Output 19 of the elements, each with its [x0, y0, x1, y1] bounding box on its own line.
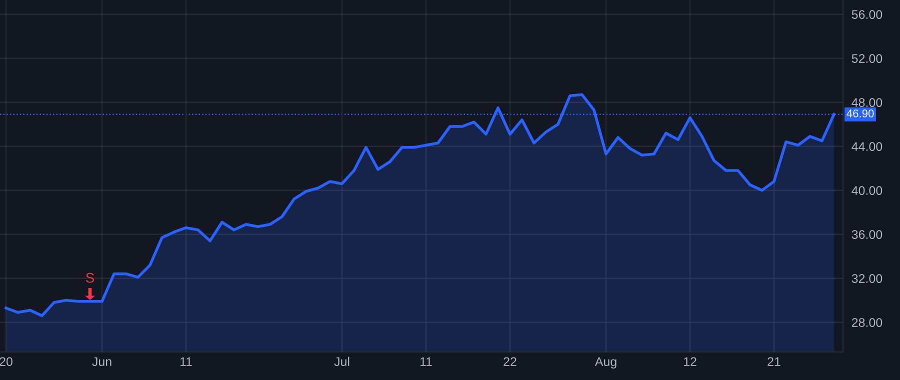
x-tick-label: 11 [420, 357, 432, 366]
x-tick-label: 11 [180, 357, 192, 366]
x-tick-label: 20 [0, 357, 12, 366]
x-tick-label: 12 [684, 357, 696, 366]
x-tick-label: Aug [594, 357, 616, 369]
x-tick-label: 21 [768, 357, 780, 366]
annotation: S [86, 272, 94, 283]
y-tick-label: 48.00 [852, 98, 882, 107]
y-tick-label: 52.00 [852, 54, 882, 63]
y-tick-label: 28.00 [852, 318, 882, 327]
y-tick-label: 36.00 [852, 230, 882, 239]
x-tick-label: 22 [504, 357, 516, 366]
y-tick-label: 44.00 [852, 142, 882, 151]
y-tick-label: 40.00 [852, 186, 882, 195]
x-tick-label: Jul [334, 356, 350, 366]
x-tick-label: Jun [92, 357, 112, 366]
y-tick-label: 32.00 [852, 274, 882, 283]
ref-line-label: 46.90 [846, 110, 874, 118]
y-tick-label: 56.00 [852, 10, 882, 19]
